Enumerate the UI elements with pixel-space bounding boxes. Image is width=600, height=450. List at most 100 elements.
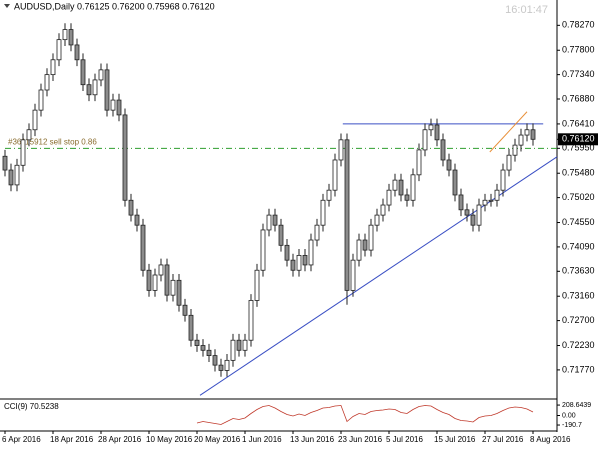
candle-body [8,169,14,186]
y-tick-label: 0.72700 [562,315,595,325]
candle-body [530,129,536,140]
current-price-label: 0.76120 [562,134,595,144]
current-price-tag [558,133,598,146]
candle-body [266,214,272,231]
candle-body [128,199,134,216]
indicator-tick-label: 208.6439 [562,402,591,409]
candle-body [254,269,260,301]
candle-body [386,189,392,206]
candle-body [332,159,338,191]
candle-body [524,129,530,136]
candle-body [260,229,266,271]
candle-body [290,259,296,271]
y-tick-label: 0.78270 [562,20,595,30]
candle-body [452,169,458,196]
candle-body [38,89,44,111]
x-tick-label: 6 Apr 2016 [2,435,41,444]
x-tick-label: 28 Apr 2016 [98,435,142,444]
candle-body [98,69,104,81]
y-tick-label: 0.75950 [562,143,595,153]
candle-body [458,194,464,211]
y-tick-label: 0.73630 [562,266,595,276]
candle-body [104,69,110,111]
candle-body [110,99,116,111]
candle-body [32,109,38,131]
candle-body [338,139,344,161]
candle-body [392,179,398,191]
candle-body [368,224,374,251]
candle-body [62,29,68,41]
y-tick-label: 0.74550 [562,217,595,227]
x-tick-label: 20 May 2016 [194,435,241,444]
candle-body [194,339,200,346]
y-tick-label: 0.71770 [562,364,595,374]
candle-body [350,259,356,291]
candle-body [464,209,470,216]
candle-body [494,189,500,201]
candle-body [86,84,92,96]
y-tick-label: 0.73160 [562,291,595,301]
chart-title: AUDUSD,Daily 0.76125 0.76200 0.75968 0.7… [14,1,215,11]
candle-body [308,239,314,266]
y-tick-label: 0.77800 [562,45,595,55]
x-tick-label: 15 Jul 2016 [434,435,476,444]
candle-body [56,39,62,61]
server-time: 16:01:47 [505,4,548,16]
candle-body [446,159,452,171]
x-tick-label: 13 Jun 2016 [290,435,335,444]
candle-body [2,155,8,171]
candle-body [242,339,248,351]
candle-body [140,224,146,271]
candle-body [416,149,422,176]
symbol-icon [4,4,10,8]
candle-body [284,244,290,261]
candle-body [470,214,476,226]
candle-body [374,214,380,226]
candle-body [200,345,206,351]
candle-body [380,204,386,216]
y-tick-label: 0.76880 [562,93,595,103]
indicator-tick-label: 0.00 [562,412,576,419]
candle-body [80,59,86,86]
x-tick-label: 8 Aug 2016 [530,435,571,444]
candle-body [344,139,350,291]
candle-body [404,194,410,201]
y-tick-label: 0.75480 [562,168,595,178]
candle-body [248,300,254,341]
candle-body [272,214,278,226]
candle-body [356,239,362,261]
candle-body [134,214,140,226]
candle-body [224,359,230,371]
candle-body [506,154,512,171]
candle-body [422,129,428,151]
y-tick-label: 0.72230 [562,340,595,350]
y-tick-label: 0.75020 [562,192,595,202]
candle-body [158,264,164,276]
candle-body [236,339,242,351]
candle-body [26,129,32,141]
candle-body [188,314,194,341]
candle-body [410,174,416,201]
candle-body [428,124,434,131]
x-tick-label: 5 Jul 2016 [386,435,423,444]
candle-body [44,74,50,91]
candle-body [500,169,506,191]
indicator-title: CCI(9) 70.5238 [4,402,59,411]
candle-body [476,204,482,226]
candle-body [218,364,224,371]
candle-body [164,264,170,296]
candle-body [362,239,368,251]
candle-body [326,189,332,201]
y-tick-label: 0.76410 [562,118,595,128]
candle-body [230,339,236,361]
candle-body [278,224,284,246]
candle-body [74,44,80,61]
candle-body [206,349,212,356]
indicator-line [196,405,534,425]
candle-body [14,164,20,186]
candle-body [170,279,176,296]
candle-body [146,269,152,291]
candle-body [152,274,158,291]
drawing-line [489,111,528,153]
